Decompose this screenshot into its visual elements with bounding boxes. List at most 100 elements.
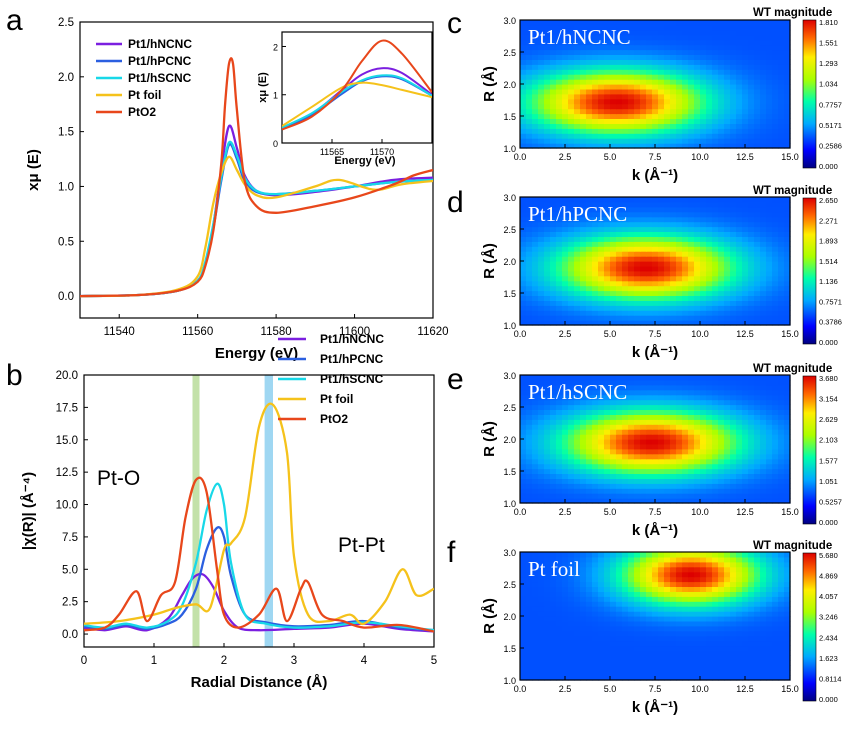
heat-cell [664, 251, 671, 257]
heat-cell [598, 419, 605, 425]
heat-cell [712, 404, 719, 410]
colorbar-tick-label: 1.810 [819, 18, 838, 27]
heat-cell [538, 315, 545, 321]
heat-cell [772, 128, 779, 134]
heat-cell [754, 453, 761, 460]
heat-cell [748, 581, 755, 587]
heat-cell [532, 88, 539, 95]
heat-cell [646, 29, 653, 36]
heat-cell [784, 88, 791, 95]
heat-cell [532, 49, 539, 55]
heat-cell [640, 29, 647, 36]
heat-cell [574, 88, 581, 95]
heat-cell [580, 231, 587, 237]
heat-cell [682, 84, 689, 90]
heat-cell [550, 375, 557, 381]
heat-cell [598, 113, 605, 119]
heat-cell [778, 265, 785, 272]
heat-cell [598, 468, 605, 474]
heat-cell [574, 665, 581, 671]
heat-cell [676, 463, 683, 470]
heat-cell [784, 660, 791, 666]
heat-cell [646, 434, 653, 440]
heat-cell [718, 59, 725, 65]
heat-cell [760, 280, 767, 287]
heat-cell [562, 123, 569, 129]
heat-cell [742, 443, 749, 450]
heat-cell [646, 463, 653, 470]
heat-cell [610, 79, 617, 85]
heat-cell [610, 375, 617, 381]
heat-cell [706, 44, 713, 51]
heat-cell [772, 34, 779, 41]
heat-cell [682, 265, 689, 272]
heat-cell [586, 133, 593, 139]
heat-cell [520, 133, 527, 139]
heat-cell [724, 138, 731, 144]
heat-cell [658, 270, 665, 277]
heat-cell [682, 473, 689, 479]
heat-cell [712, 586, 719, 592]
inset-series-line-4 [282, 39, 432, 131]
heat-cell [628, 29, 635, 36]
heat-cell [634, 226, 641, 232]
heat-cell [634, 566, 641, 573]
heat-cell [562, 399, 569, 406]
heat-cell [670, 394, 677, 401]
heat-cell [526, 197, 533, 203]
heat-cell [634, 300, 641, 306]
heat-cell [742, 384, 749, 391]
heat-cell [754, 108, 761, 115]
heat-cell [622, 241, 629, 247]
heat-cell [598, 251, 605, 257]
heat-cell [778, 285, 785, 292]
heat-cell [544, 113, 551, 119]
heat-cell [550, 473, 557, 479]
heat-cell [544, 69, 551, 75]
heat-cell [532, 79, 539, 85]
heat-cell [550, 128, 557, 134]
heat-cell [622, 197, 629, 203]
heat-cell [568, 123, 575, 129]
heat-cell [760, 295, 767, 301]
heat-cell [718, 280, 725, 287]
heat-cell [640, 64, 647, 70]
heat-cell [538, 29, 545, 36]
heat-cell [628, 108, 635, 115]
heat-cell [616, 399, 623, 406]
heat-cell [712, 123, 719, 129]
heat-cell [598, 586, 605, 592]
heat-cell [598, 275, 605, 282]
heat-cell [610, 616, 617, 622]
heat-cell [610, 20, 617, 26]
heat-cell [682, 206, 689, 213]
heat-cell [658, 261, 665, 267]
heat-cell [694, 556, 701, 563]
heat-cell [766, 24, 773, 31]
heat-cell [646, 453, 653, 460]
heat-cell [586, 39, 593, 46]
heat-cell [556, 113, 563, 119]
heat-cell [622, 596, 629, 602]
heat-cell [670, 414, 677, 420]
heat-cell [664, 108, 671, 115]
heat-cell [754, 88, 761, 95]
heat-cell [754, 556, 761, 563]
heat-cell [586, 69, 593, 75]
legend-entry: PtO2 [128, 105, 156, 119]
heat-cell [742, 59, 749, 65]
heat-cell [616, 88, 623, 95]
heat-cell [616, 113, 623, 119]
heat-cell [634, 246, 641, 252]
heat-cell [784, 478, 791, 484]
heat-cell [574, 640, 581, 647]
heat-cell [634, 305, 641, 311]
heat-cell [538, 601, 545, 607]
heat-cell [526, 256, 533, 262]
heat-cell [766, 429, 773, 435]
heat-cell [610, 315, 617, 321]
heat-cell [598, 443, 605, 450]
heat-cell [568, 404, 575, 410]
heat-cell [694, 443, 701, 450]
heat-cell [700, 434, 707, 440]
